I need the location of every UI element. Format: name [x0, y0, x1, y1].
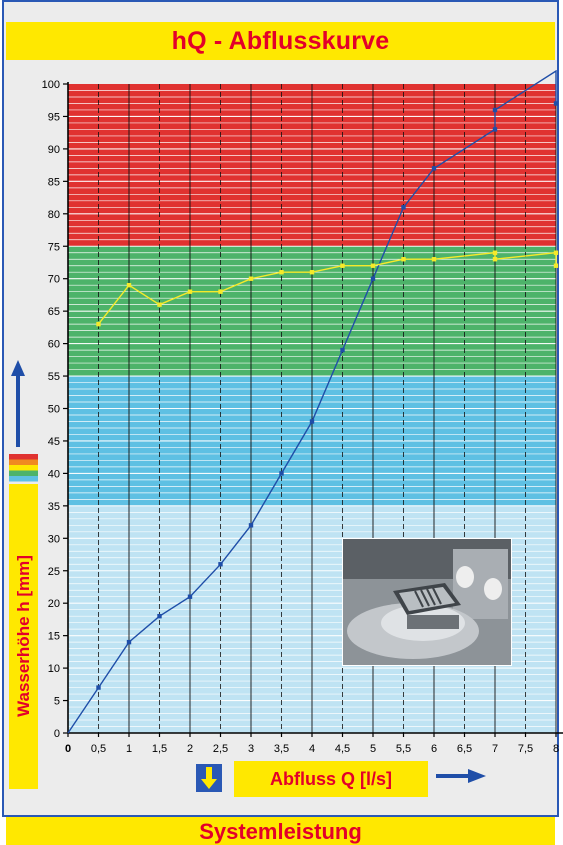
chart-title: hQ - Abflusskurve — [171, 26, 390, 55]
x-tick-label-12: 6 — [431, 743, 437, 755]
series-0-point-6 — [248, 523, 254, 528]
series-1-point-9 — [370, 263, 376, 268]
x-tick-label-16: 8 — [553, 743, 559, 755]
y-tick-label-13: 65 — [48, 306, 60, 318]
level-stripe-2 — [9, 465, 38, 471]
x-tick-label-10: 5 — [370, 743, 376, 755]
level-stripe-4 — [9, 476, 38, 482]
x-tick-label-6: 3 — [248, 743, 254, 755]
series-0-point-14 — [492, 107, 498, 113]
up-arrow-icon — [11, 360, 25, 376]
y-axis-label: Wasserhöhe h [mm] — [14, 555, 33, 717]
series-1-point-1 — [126, 282, 132, 288]
level-stripe-0 — [9, 454, 38, 460]
series-1-point-0 — [96, 321, 101, 327]
y-tick-label-3: 15 — [48, 631, 60, 643]
y-tick-label-16: 80 — [48, 209, 60, 221]
level-stripe-1 — [9, 459, 38, 465]
x-tick-label-7: 3,5 — [274, 743, 289, 755]
x-tick-label-2: 1 — [126, 743, 132, 755]
series-0-point-4 — [187, 594, 193, 599]
series-1-point-4 — [218, 289, 223, 294]
series-0-point-11 — [401, 205, 406, 210]
x-tick-label-14: 7 — [492, 743, 498, 755]
series-0-point-3 — [157, 613, 162, 619]
series-1-point-7 — [309, 270, 315, 275]
series-1-point-8 — [340, 263, 345, 268]
y-tick-label-20: 100 — [42, 79, 60, 91]
y-tick-label-4: 20 — [48, 598, 60, 610]
series-1-point-12 — [492, 250, 498, 255]
y-tick-label-6: 30 — [48, 533, 60, 545]
x-tick-label-13: 6,5 — [457, 743, 472, 755]
series-0-point-7 — [279, 471, 284, 476]
title-bar: hQ - Abflusskurve — [6, 22, 555, 60]
series-0-point-13 — [492, 127, 498, 132]
series-0-point-2 — [126, 639, 132, 645]
series-0-point-12 — [431, 166, 437, 171]
series-0-point-16 — [553, 101, 559, 106]
right-arrow-icon — [468, 769, 486, 783]
y-tick-label-8: 40 — [48, 468, 60, 480]
down-arrow-icon — [196, 764, 222, 792]
series-1-point-11 — [431, 257, 437, 262]
x-tick-label-0: 0 — [65, 743, 71, 755]
y-tick-label-5: 25 — [48, 566, 60, 578]
y-tick-label-10: 50 — [48, 404, 60, 416]
x-tick-label-4: 2 — [187, 743, 193, 755]
x-tick-label-15: 7,5 — [518, 743, 533, 755]
x-tick-label-1: 0,5 — [91, 743, 106, 755]
y-tick-label-12: 60 — [48, 339, 60, 351]
x-axis-label-bar: Abfluss Q [l/s] — [234, 761, 428, 797]
floor-drain-photo — [342, 538, 512, 666]
footer-title: Systemleistung — [199, 819, 362, 844]
series-1-point-5 — [248, 276, 254, 281]
y-tick-label-7: 35 — [48, 501, 60, 513]
series-1-point-13 — [492, 257, 498, 262]
x-tick-label-5: 2,5 — [213, 743, 228, 755]
series-1-point-2 — [157, 302, 162, 307]
series-0-point-1 — [96, 685, 101, 690]
series-0-point-9 — [340, 347, 345, 353]
series-1-point-15 — [553, 263, 559, 268]
y-tick-label-0: 0 — [54, 728, 60, 740]
y-tick-label-17: 85 — [48, 176, 60, 188]
series-1-point-3 — [187, 289, 193, 294]
y-tick-label-18: 90 — [48, 144, 60, 156]
y-tick-label-19: 95 — [48, 111, 60, 123]
x-tick-label-3: 1,5 — [152, 743, 167, 755]
y-tick-label-14: 70 — [48, 274, 60, 286]
y-axis-label-bar — [9, 484, 38, 789]
footer-bar: Systemleistung — [6, 817, 555, 845]
y-tick-label-15: 75 — [48, 241, 60, 253]
y-tick-label-2: 10 — [48, 663, 60, 675]
series-0-point-10 — [370, 276, 376, 281]
x-tick-label-11: 5,5 — [396, 743, 411, 755]
x-axis-label: Abfluss Q [l/s] — [269, 768, 392, 789]
y-tick-label-11: 55 — [48, 371, 60, 383]
series-1-point-14 — [553, 250, 559, 255]
series-0-point-8 — [309, 419, 315, 424]
series-1-point-10 — [401, 257, 406, 262]
x-tick-label-9: 4,5 — [335, 743, 350, 755]
series-0-point-5 — [218, 562, 223, 567]
y-tick-label-9: 45 — [48, 436, 60, 448]
series-line-1 — [97, 251, 557, 325]
level-stripe-3 — [9, 470, 38, 476]
y-tick-label-1: 5 — [54, 696, 60, 708]
x-tick-label-8: 4 — [309, 743, 315, 755]
series-1-point-6 — [279, 270, 284, 275]
